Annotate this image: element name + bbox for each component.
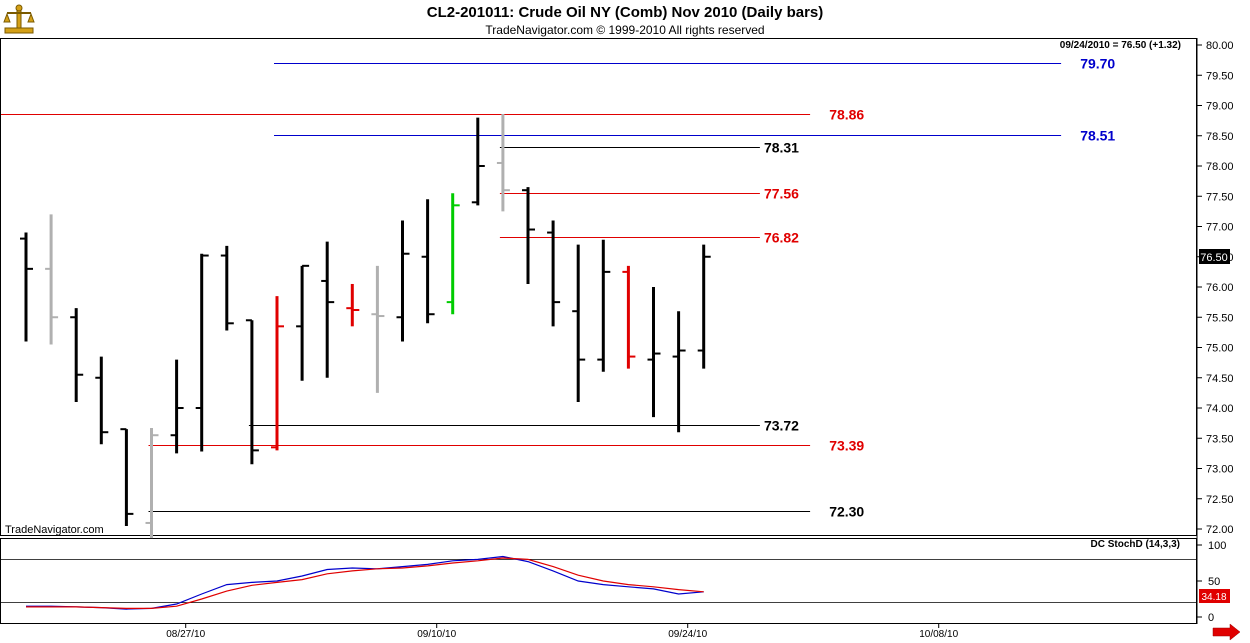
- indicator-panel-frame: [0, 538, 1197, 624]
- level-label: 73.72: [764, 418, 799, 434]
- ohlc-bar: [95, 356, 109, 445]
- ohlc-bar: [647, 287, 661, 418]
- level-label: 78.51: [1080, 128, 1115, 144]
- level-lines: 79.70 78.86 78.51 78.31 77.56 76.82 73.72 73.39…: [1, 56, 1115, 520]
- level-label: 72.30: [829, 504, 864, 520]
- stoch-last-badge: [1199, 589, 1230, 603]
- ohlc-bar: [220, 245, 234, 331]
- quote-text: 09/24/2010 = 76.50 (+1.32): [1060, 40, 1181, 51]
- price-tick-label: 79.50: [1206, 70, 1234, 82]
- stoch-series-line: [26, 555, 704, 610]
- x-tick-label: 09/24/10: [668, 629, 707, 640]
- price-tick-label: 80.00: [1206, 40, 1234, 52]
- ohlc-bar: [572, 244, 586, 402]
- ohlc-bar: [195, 253, 209, 452]
- ohlc-bar: [522, 187, 535, 284]
- price-tick-label: 72.50: [1206, 494, 1234, 506]
- price-tick-label: 72.00: [1206, 524, 1234, 536]
- price-tick-label: 75.50: [1206, 312, 1234, 324]
- price-tick-label: 76.00: [1206, 282, 1234, 294]
- ohlc-bar: [496, 113, 510, 212]
- ohlc-bar: [70, 308, 84, 402]
- ohlc-bar: [622, 265, 636, 369]
- stoch-title: DC StochD (14,3,3): [1091, 539, 1180, 550]
- ohlc-bar: [396, 220, 410, 342]
- x-axis: 08/27/10 09/10/10 09/24/10 10/08/10: [166, 624, 959, 640]
- ohlc-bar: [321, 241, 335, 378]
- last-price-label: 76.50: [1200, 252, 1228, 264]
- price-tick-label: 74.00: [1206, 403, 1234, 415]
- stoch-series-line: [26, 557, 704, 610]
- level-label: 73.39: [829, 438, 864, 454]
- price-tick-label: 77.50: [1206, 191, 1234, 203]
- ohlc-bar: [597, 239, 611, 372]
- ohlc-bar: [421, 199, 435, 324]
- stoch-last-value: 34.18: [1201, 592, 1226, 603]
- ohlc-bar: [672, 311, 686, 433]
- stoch-indicator: 100 50 0 DC StochD (14,3,3) 34.18: [1, 539, 1230, 624]
- price-tick-label: 74.50: [1206, 373, 1234, 385]
- price-tick-label: 73.50: [1206, 433, 1234, 445]
- watermark: TradeNavigator.com: [5, 524, 104, 536]
- level-label: 79.70: [1080, 56, 1115, 72]
- ohlc-bar: [145, 427, 159, 539]
- price-tick-label: 78.50: [1206, 131, 1234, 143]
- scroll-right-arrow-icon[interactable]: [1212, 623, 1241, 641]
- price-tick-label: 79.00: [1206, 101, 1234, 113]
- ohlc-bar: [697, 244, 711, 369]
- x-tick-label: 09/10/10: [417, 629, 456, 640]
- chart-title: CL2-201011: Crude Oil NY (Comb) Nov 2010…: [426, 4, 824, 21]
- ohlc-bar: [120, 428, 134, 526]
- ohlc-bar: [45, 214, 59, 345]
- price-y-axis: 80.00 79.50 79.00 78.50 78.00 77.50 77.00 76.50…: [1197, 40, 1234, 536]
- stoch-tick-label: 100: [1208, 540, 1226, 552]
- price-tick-label: 75.00: [1206, 343, 1234, 355]
- stoch-tick-label: 50: [1208, 576, 1220, 588]
- ohlc-bar: [20, 232, 33, 342]
- price-bars: [20, 113, 711, 539]
- balance-scale-icon: [2, 2, 36, 36]
- last-price-badge: [1199, 249, 1230, 264]
- ohlc-bar: [271, 296, 284, 451]
- ohlc-bar: [245, 319, 259, 465]
- price-tick-label: 78.00: [1206, 161, 1234, 173]
- level-label: 78.86: [829, 107, 864, 123]
- x-tick-label: 10/08/10: [919, 629, 958, 640]
- level-label: 78.31: [764, 140, 799, 156]
- ohlc-bar: [471, 117, 485, 206]
- chart-subtitle: TradeNavigator.com © 1999-2010 All right…: [485, 23, 765, 37]
- price-panel-frame: [0, 38, 1197, 536]
- level-label: 76.82: [764, 230, 799, 246]
- ohlc-bar: [170, 359, 184, 454]
- ohlc-bar: [346, 283, 360, 327]
- price-tick-label: 73.00: [1206, 464, 1234, 476]
- ohlc-bar: [446, 193, 460, 315]
- ohlc-bar: [371, 265, 385, 393]
- ohlc-bar: [547, 220, 561, 327]
- price-tick-label: 77.00: [1206, 222, 1234, 234]
- ohlc-bar: [296, 264, 310, 381]
- stoch-tick-label: 0: [1208, 612, 1214, 624]
- level-label: 77.56: [764, 186, 799, 202]
- x-tick-label: 08/27/10: [166, 629, 205, 640]
